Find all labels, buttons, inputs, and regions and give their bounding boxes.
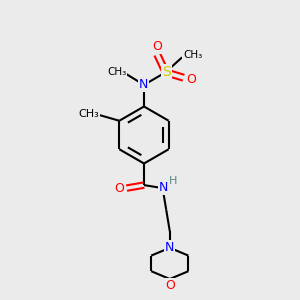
Text: CH₃: CH₃ [183, 50, 202, 60]
Text: H: H [169, 176, 177, 186]
Text: CH₃: CH₃ [107, 67, 127, 77]
Text: O: O [165, 279, 175, 292]
Text: O: O [152, 40, 162, 53]
Text: CH₃: CH₃ [78, 109, 99, 119]
Text: O: O [187, 73, 196, 86]
Text: N: N [165, 241, 175, 254]
Text: S: S [162, 65, 171, 79]
Text: O: O [115, 182, 124, 195]
Text: N: N [139, 78, 148, 91]
Text: N: N [159, 181, 169, 194]
